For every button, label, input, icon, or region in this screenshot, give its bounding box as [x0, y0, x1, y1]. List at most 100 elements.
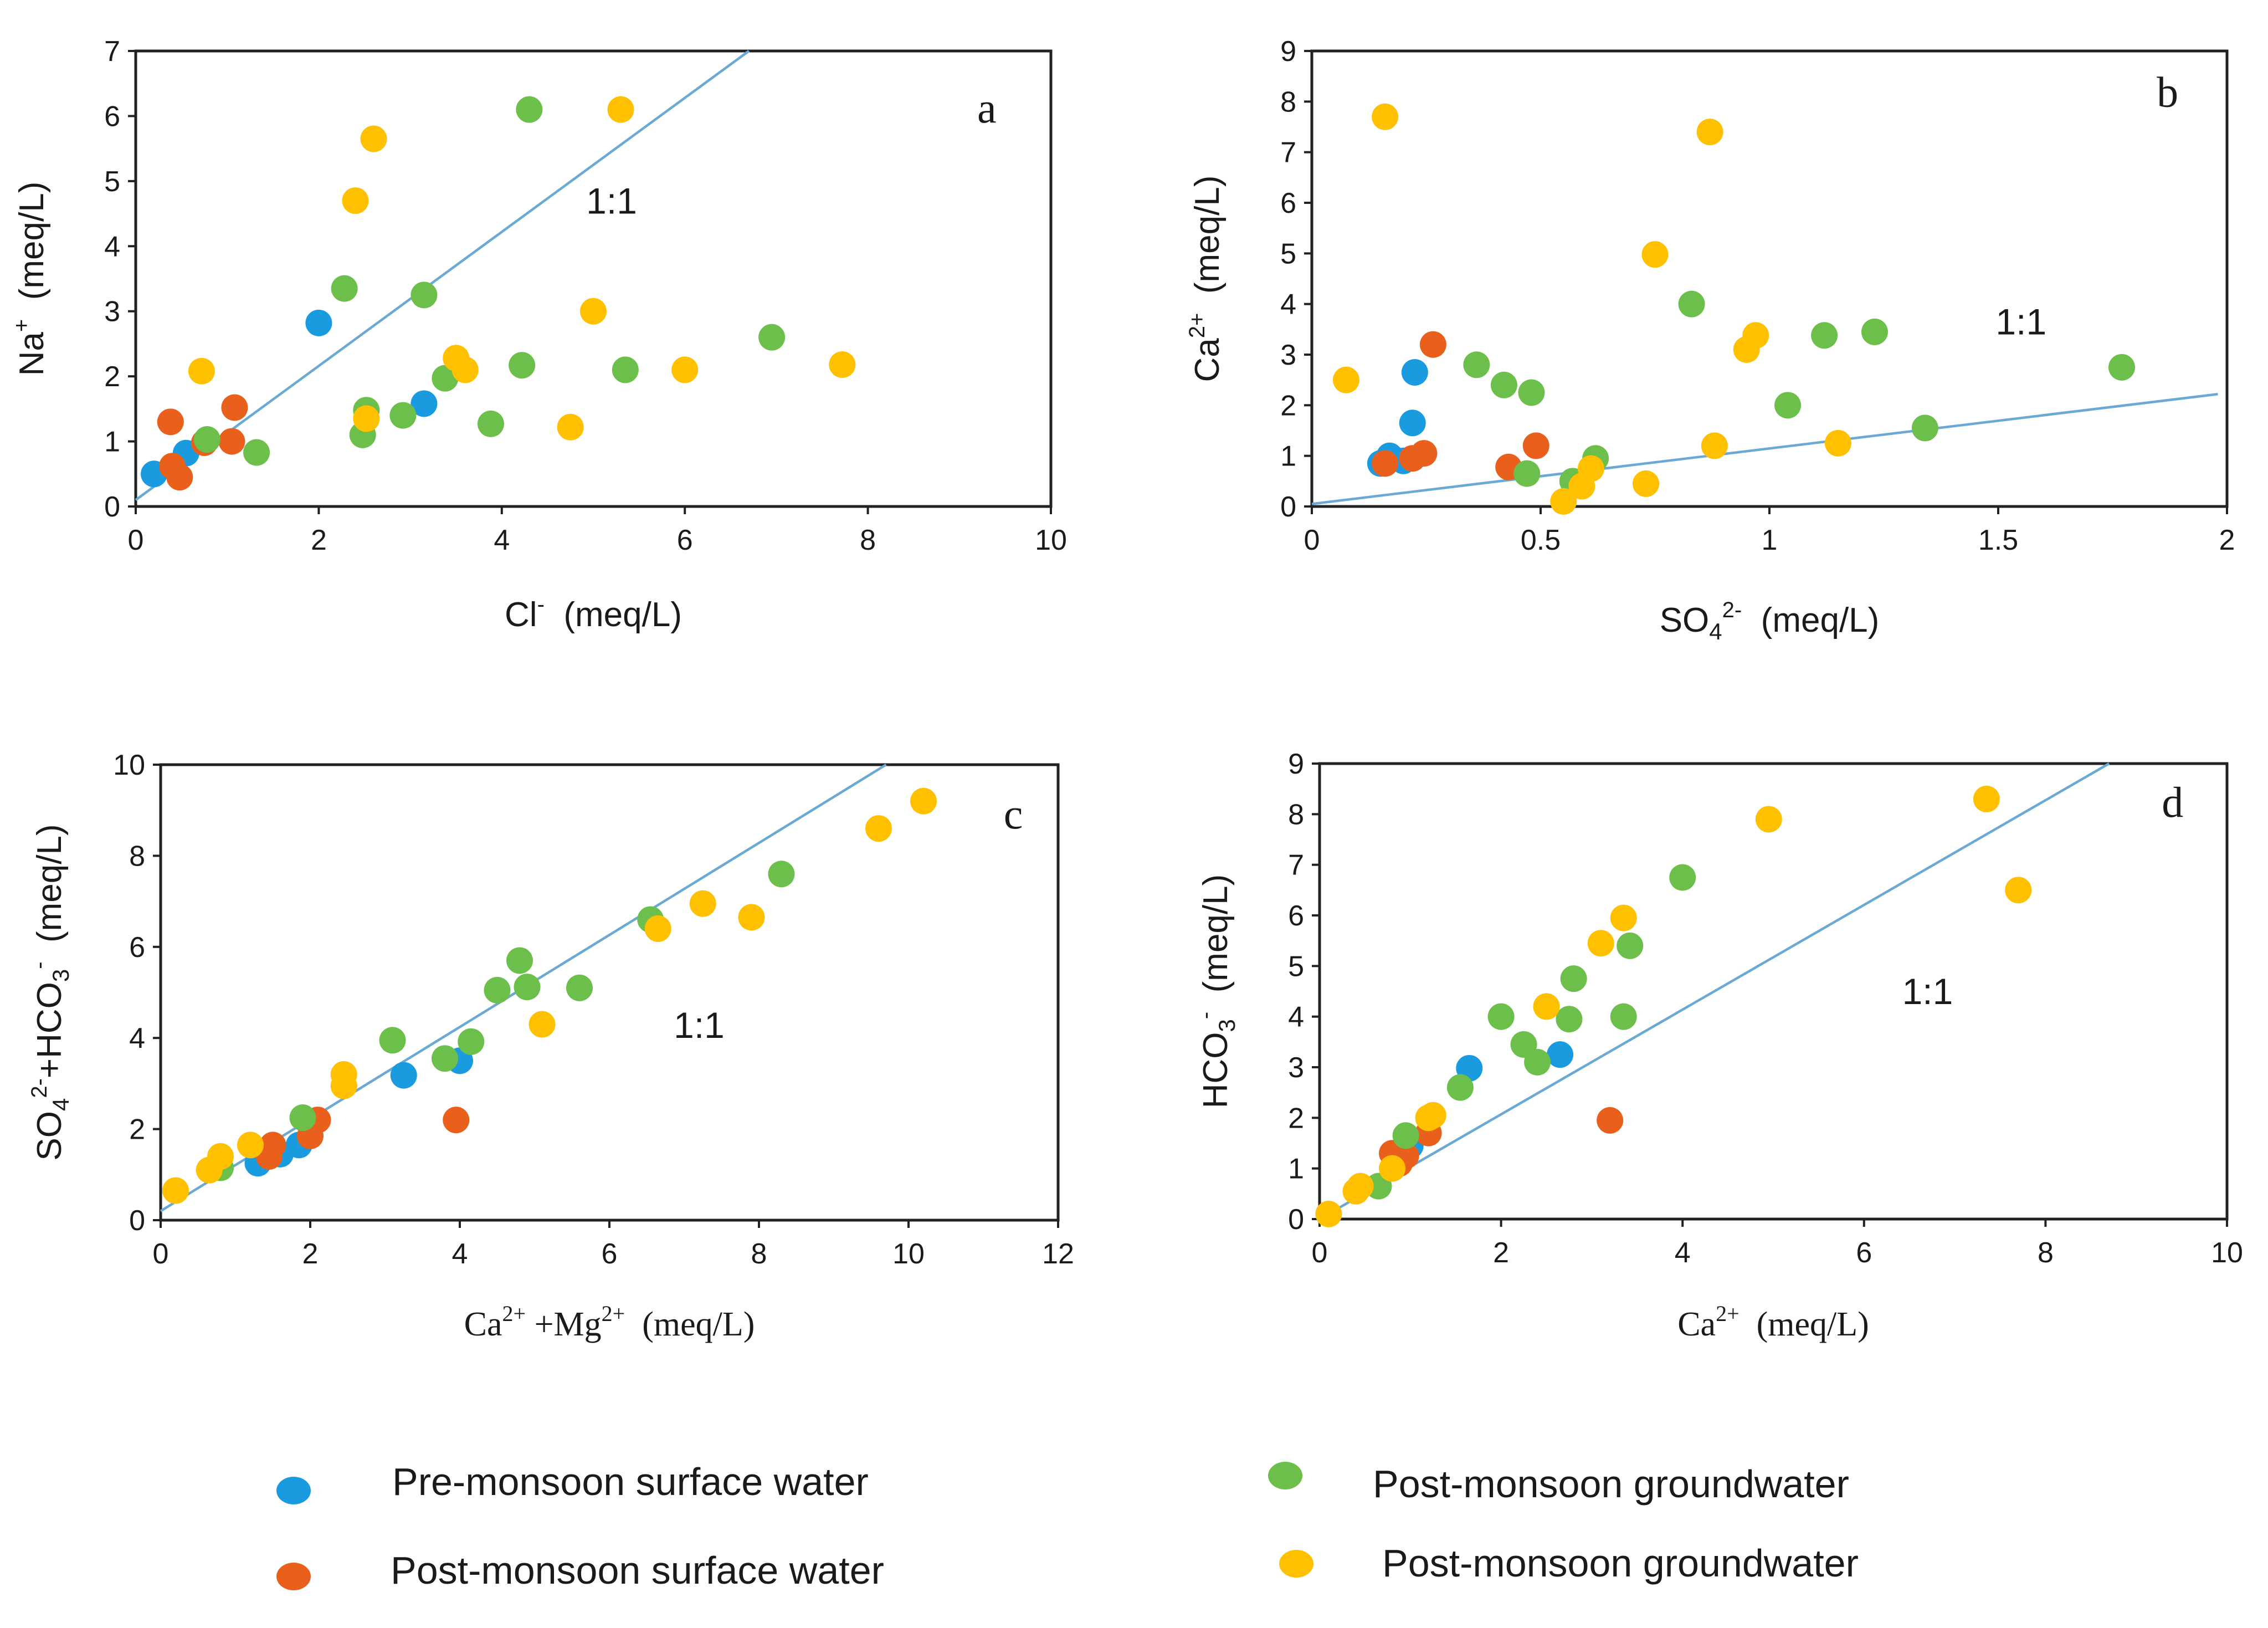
data-point [1577, 455, 1604, 482]
data-point [1696, 119, 1723, 146]
data-point [1419, 1102, 1446, 1129]
x-tick-label: 10 [2211, 1237, 2243, 1269]
reference-line-1-1 [1318, 762, 2110, 1220]
data-point [1392, 1122, 1419, 1149]
legend-marker [1279, 1550, 1313, 1578]
data-point [1372, 103, 1399, 130]
legend-item: Post-monsoon surface water [276, 1549, 884, 1592]
data-point [484, 976, 511, 1004]
y-tick-label: 4 [1288, 1001, 1304, 1033]
data-point [1379, 1155, 1406, 1182]
data-point [1911, 414, 1938, 442]
data-point [458, 1028, 485, 1055]
data-point [566, 974, 593, 1001]
y-tick-label: 2 [1280, 390, 1296, 422]
series-post_gw_green [193, 96, 786, 466]
y-tick-label: 5 [1280, 238, 1296, 270]
legend-item: Post-monsoon groundwater [1268, 1462, 1849, 1506]
data-point [910, 787, 937, 815]
legend-label: Post-monsoon surface water [391, 1549, 884, 1592]
data-point [259, 1132, 286, 1159]
data-point [1533, 993, 1560, 1020]
data-point [514, 974, 541, 1001]
y-tick-label: 6 [129, 931, 145, 964]
data-point [1669, 864, 1696, 891]
y-tick-label: 5 [104, 166, 120, 198]
data-point [1487, 1003, 1515, 1030]
x-tick-label: 6 [602, 1238, 618, 1270]
data-point [411, 390, 438, 417]
reference-line-1-1 [135, 50, 750, 501]
data-point [432, 365, 459, 392]
x-tick-label: 2 [302, 1238, 319, 1270]
ratio-label: 1:1 [1902, 971, 1953, 1012]
data-point [389, 402, 417, 429]
data-point [157, 408, 184, 436]
ratio-label: 1:1 [586, 181, 637, 222]
x-tick-label: 4 [494, 524, 510, 556]
x-tick-label: 8 [751, 1238, 767, 1270]
legend-label: Pre-monsoon surface water [392, 1460, 869, 1503]
y-tick-label: 3 [1288, 1052, 1304, 1084]
series-post_gw_yellow [1315, 785, 2032, 1227]
x-tick-label: 0 [1304, 524, 1320, 556]
x-tick-label: 6 [677, 524, 693, 556]
data-point [193, 426, 220, 453]
y-tick-label: 2 [1288, 1102, 1304, 1134]
data-point [1524, 1048, 1551, 1076]
series-post_gw_yellow [188, 96, 856, 441]
chart-panel-a: 0 2 4 6 8 10 0 1 2 3 4 5 6 7 a 1:1 Cl- (meq/L) Na+ (meq/L… [9, 35, 1067, 634]
y-axis-label: HCO3- (meq/L) [1193, 874, 1240, 1109]
data-point [689, 890, 716, 917]
data-point [1973, 785, 2000, 812]
x-tick-label: 12 [1042, 1238, 1074, 1270]
data-point [1587, 930, 1614, 957]
y-tick-label: 6 [1288, 900, 1304, 932]
legend-marker [276, 1563, 311, 1590]
y-tick-label: 7 [1288, 849, 1304, 882]
data-point [2108, 354, 2136, 381]
data-point [1410, 440, 1438, 467]
data-point [237, 1132, 264, 1159]
legend-item: Post-monsoon groundwater [1279, 1542, 1859, 1585]
data-point [218, 428, 245, 455]
x-tick-label: 2 [311, 524, 327, 556]
legend-label: Post-monsoon groundwater [1382, 1542, 1859, 1585]
data-point [243, 439, 270, 466]
data-point [1824, 429, 1851, 457]
y-tick-label: 6 [1280, 187, 1296, 219]
data-point [432, 1045, 458, 1072]
reference-line-1-1 [1311, 393, 2218, 505]
y-tick-label: 8 [1280, 86, 1296, 118]
data-point [580, 298, 607, 325]
data-point [1556, 1006, 1583, 1033]
y-tick-label: 0 [1280, 491, 1296, 523]
data-point [411, 281, 438, 309]
y-tick-label: 4 [104, 231, 120, 263]
data-point [1490, 371, 1517, 398]
x-tick-label: 2 [2219, 524, 2235, 556]
data-point [353, 405, 380, 432]
y-tick-label: 3 [1280, 339, 1296, 371]
plot-area-frame [134, 49, 1053, 508]
data-point [509, 352, 536, 379]
data-point [1755, 806, 1782, 833]
x-tick-label: 10 [1035, 524, 1067, 556]
y-tick-label: 1 [104, 426, 120, 458]
data-point [451, 356, 479, 383]
ratio-label: 1:1 [1995, 301, 2046, 342]
data-point [1315, 1200, 1342, 1227]
legend-marker [276, 1477, 311, 1504]
y-tick-label: 9 [1288, 748, 1304, 780]
data-point [166, 464, 193, 491]
y-tick-label: 10 [113, 749, 145, 781]
data-point [1560, 965, 1587, 992]
data-point [1701, 432, 1728, 459]
data-point [331, 275, 358, 302]
chart-panel-c: 0 2 4 6 8 10 12 0 2 4 6 8 10 c 1:1 Ca2+ +Mg2+ (meq/L) SO… [27, 749, 1074, 1343]
data-point [1332, 366, 1359, 393]
y-tick-label: 8 [129, 840, 145, 872]
data-point [1861, 318, 1888, 345]
data-point [1463, 351, 1490, 378]
